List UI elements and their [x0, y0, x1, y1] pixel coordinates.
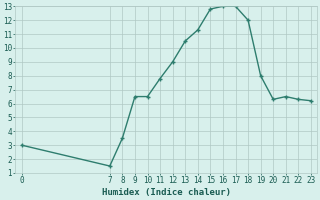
X-axis label: Humidex (Indice chaleur): Humidex (Indice chaleur) [102, 188, 231, 197]
